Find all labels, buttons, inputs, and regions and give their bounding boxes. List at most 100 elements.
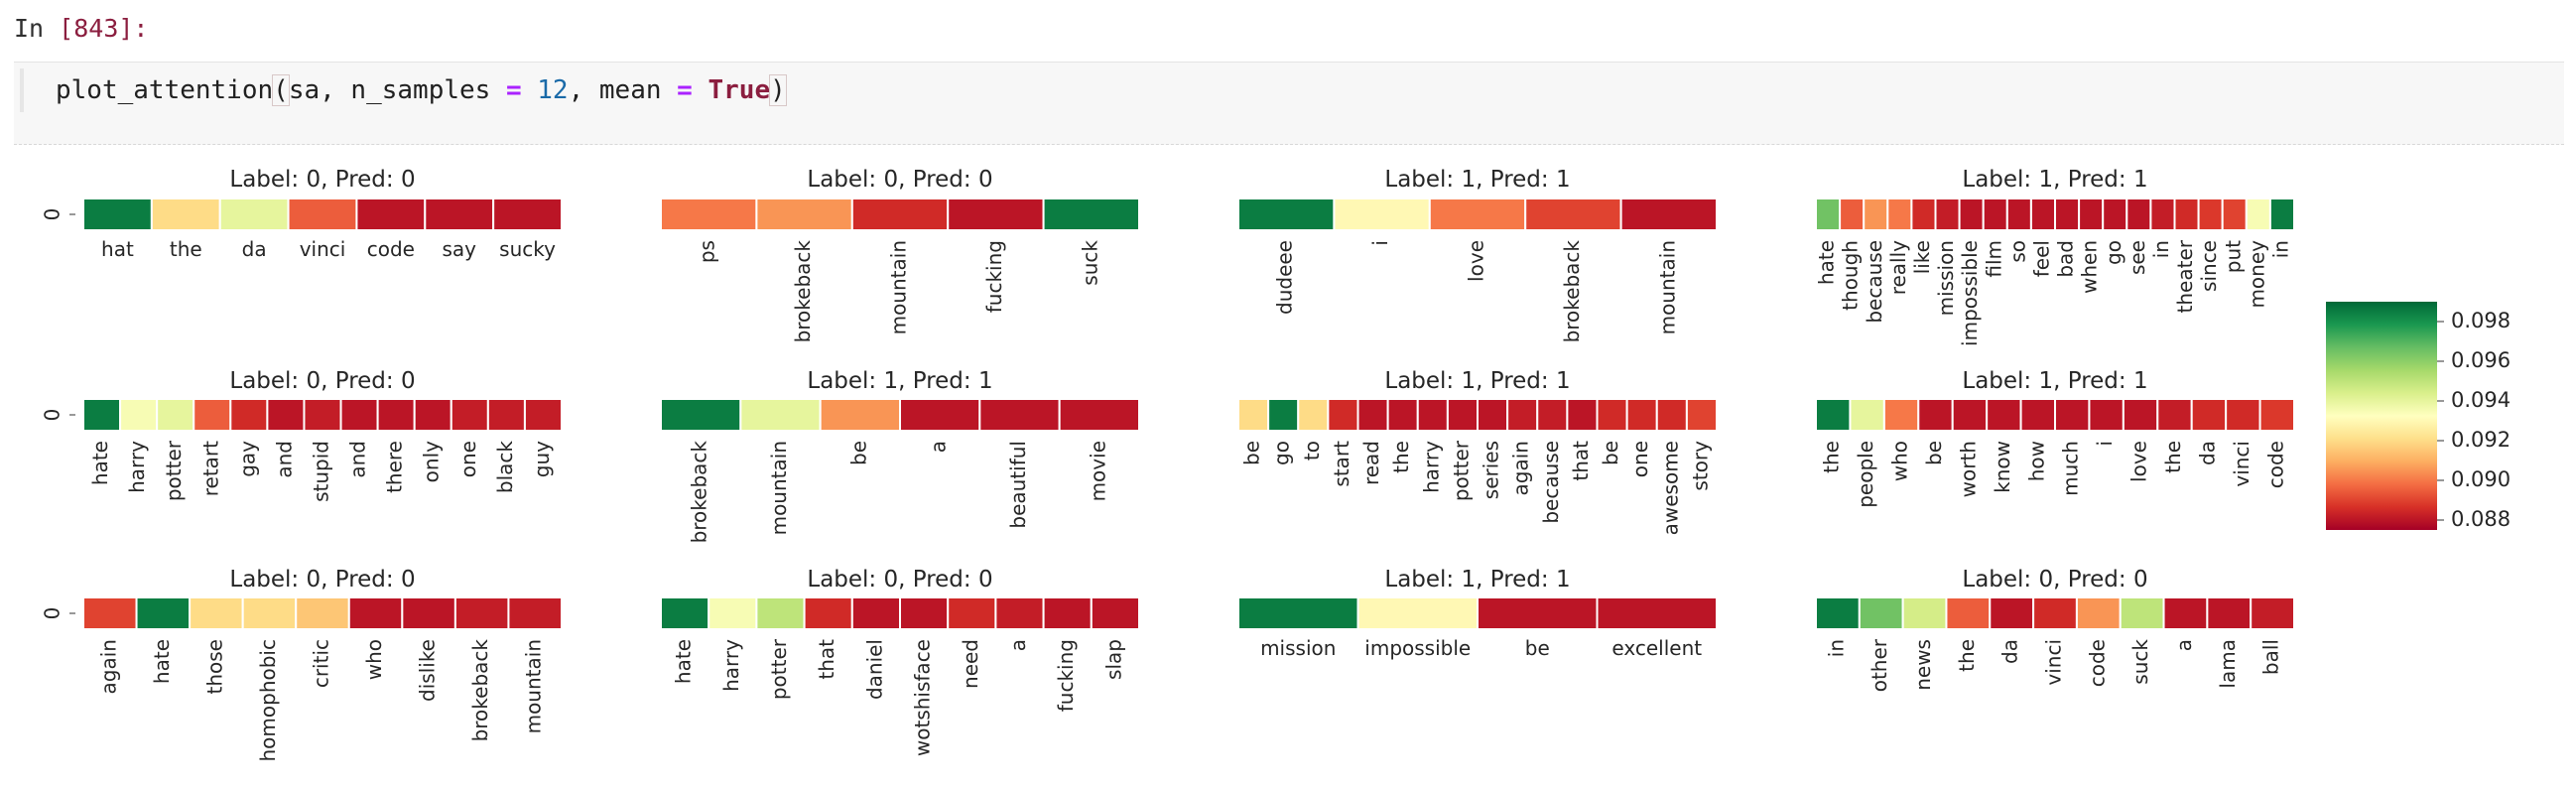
x-tick-label: news (1911, 639, 1935, 691)
code-line[interactable]: plot_attention(sa, n_samples = 12, mean … (56, 68, 787, 112)
heatmap-cell (2088, 398, 2125, 432)
heatmap-cell (453, 596, 510, 630)
plot-title: Label: 0, Pred: 0 (229, 567, 415, 592)
x-tick-label: go (2102, 240, 2125, 265)
heatmap-cell (1685, 398, 1719, 432)
x-tick-label: potter (162, 440, 186, 501)
heatmap-cell (1327, 398, 1359, 432)
x-tick-label: when (2078, 240, 2102, 294)
x-tick-label: excellent (1611, 636, 1702, 660)
heatmap-cell (492, 198, 564, 231)
heatmap-cell (1625, 398, 1658, 432)
x-tick-label: love (1465, 240, 1488, 282)
x-tick-label: film (1982, 240, 2005, 278)
plot-title: Label: 0, Pred: 0 (1962, 567, 2147, 592)
x-tick-label: dudeee (1273, 240, 1297, 315)
heatmap-cell (150, 198, 221, 231)
heatmap-cell (401, 596, 456, 630)
x-tick-label: slap (1101, 639, 1125, 680)
heatmap-cell (2005, 198, 2032, 231)
heatmap-cell (2102, 198, 2128, 231)
x-tick-label: there (383, 441, 407, 493)
x-tick-label: so (2005, 240, 2029, 263)
heatmap-cell (2225, 398, 2261, 432)
heatmap-cell (1477, 398, 1509, 432)
heatmap-cell (850, 198, 950, 231)
heatmap-plot: Label: 0, Pred: 0 0 again hate those homophob… (41, 567, 564, 761)
x-tick-label: mountain (1655, 240, 1679, 334)
x-tick-label: hate (672, 639, 696, 684)
code-paren-open: ( (272, 74, 290, 106)
colorbar: 0.098 0.096 0.094 0.092 0.090 0.088 (2326, 302, 2511, 531)
colorbar-tick-label: 0.098 (2451, 309, 2511, 332)
heatmap-cell (1815, 596, 1861, 630)
x-tick-label: series (1480, 441, 1503, 499)
x-tick-label: the (2161, 441, 2185, 473)
heatmap-cell (660, 398, 742, 432)
heatmap-cell (1042, 596, 1093, 630)
heatmap-cell (1863, 198, 1889, 231)
heatmap-cell (303, 398, 342, 432)
heatmap-cell (2268, 198, 2295, 231)
x-tick-label: hate (150, 639, 174, 684)
x-tick-label: vinci (2230, 441, 2254, 487)
x-tick-label: much (2059, 441, 2083, 496)
x-tick-label: mountain (522, 639, 546, 733)
x-tick-label: fucking (982, 240, 1006, 313)
heatmap-cell (1477, 596, 1599, 630)
x-tick-label: and (272, 441, 296, 478)
heatmap-cell (899, 596, 950, 630)
heatmap-cell (1333, 198, 1431, 231)
plot-title: Label: 0, Pred: 0 (807, 167, 992, 193)
x-tick-label: because (1539, 441, 1563, 524)
code-keyword: True (708, 75, 771, 105)
heatmap-cell (507, 596, 564, 630)
heatmap-cell (2032, 596, 2078, 630)
heatmap-cell (1886, 198, 1913, 231)
plot-title: Label: 1, Pred: 1 (1384, 167, 1570, 193)
heatmap-cell (2054, 198, 2081, 231)
heatmap-cell (2197, 198, 2224, 231)
x-tick-label: again (96, 639, 120, 694)
heatmap-cell (1297, 398, 1330, 432)
x-tick-label: only (420, 441, 444, 482)
x-tick-label: the (1955, 639, 1979, 672)
x-tick-label: critic (310, 639, 333, 688)
x-tick-label: who (362, 639, 386, 680)
x-tick-label: one (1628, 441, 1652, 477)
heatmap-plot: Label: 0, Pred: 0 in other news the da vinci co… (1815, 567, 2295, 692)
heatmap-cell (2078, 198, 2105, 231)
x-tick-label: i (1368, 240, 1392, 246)
heatmap-cell (1839, 198, 1866, 231)
heatmap-cell (1917, 398, 1954, 432)
x-tick-label: da (242, 237, 267, 261)
heatmap-cell (1989, 596, 2035, 630)
heatmap-plot: Label: 1, Pred: 1 dudeee i love brokeback mou… (1237, 167, 1718, 342)
x-tick-label: go (1270, 441, 1294, 465)
heatmap-cell (424, 198, 495, 231)
x-tick-label: in (2268, 240, 2292, 258)
code-eq-1: = (505, 75, 522, 105)
plot-title: Label: 1, Pred: 1 (1384, 368, 1570, 394)
heatmap-cell (2162, 596, 2209, 630)
heatmap-cell (2029, 198, 2057, 231)
heatmap-cell (1982, 198, 2008, 231)
prompt-number: [843]: (59, 14, 149, 43)
x-tick-label: da (1998, 639, 2022, 664)
prompt-label: In (14, 14, 45, 43)
cell-prompt: In [843]: (14, 14, 148, 43)
heatmap-cell (119, 398, 159, 432)
y-tick-label: 0 (41, 409, 64, 422)
heatmap-cell (229, 398, 269, 432)
heatmap-cell (1356, 596, 1479, 630)
heatmap-cell (287, 198, 358, 231)
heatmap-cell (1882, 398, 1920, 432)
x-tick-label: wotshisface (911, 639, 935, 756)
x-tick-label: code (2263, 441, 2287, 488)
x-tick-label: again (1509, 441, 1533, 495)
heatmap-cell (189, 596, 244, 630)
colorbar-gradient (2326, 302, 2437, 530)
code-cell-input[interactable]: plot_attention(sa, n_samples = 12, mean … (14, 62, 2564, 145)
